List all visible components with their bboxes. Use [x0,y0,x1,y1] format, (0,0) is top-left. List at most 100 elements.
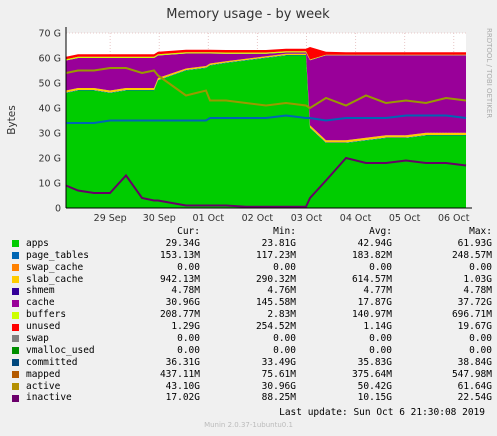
x-tick-label: 04 Oct [340,213,372,224]
y-axis-label: Bytes [6,105,18,134]
legend-row-mapped: mapped 437.11M 75.61M 375.64M 547.98M [12,369,492,381]
legend-min: 75.61M [261,368,296,380]
legend-min: 33.49G [261,356,296,368]
legend-row-buffers: buffers 208.77M 2.83M 140.97M 696.71M [12,309,492,321]
y-tick-label: 0 [55,204,61,215]
legend-cur: 17.02G [165,392,200,404]
legend-name: page_tables [26,249,89,261]
legend-cur: 942.13M [159,273,200,285]
legend-name: inactive [26,392,72,404]
legend-row-unused: unused 1.29G 254.52M 1.14G 19.67G [12,321,492,333]
legend-name: apps [26,237,49,249]
last-update: Last update: Sun Oct 6 21:30:08 2019 [279,407,485,418]
legend-min: 145.58M [255,297,296,309]
legend-name: committed [26,356,78,368]
legend-cur: 208.77M [159,309,200,321]
legend-min: 117.23M [255,249,296,261]
x-tick-label: 29 Sep [94,213,127,224]
line-active [65,67,467,110]
legend-avg: 4.77M [363,285,392,297]
legend-cur: 4.78M [171,285,200,297]
legend-max: 248.57M [451,249,492,261]
legend-avg: 17.87G [357,297,392,309]
legend-cur: 30.96G [165,297,200,309]
legend-name: mapped [26,368,61,380]
legend-min: 0.00 [273,333,296,345]
header-avg: Avg: [369,226,392,237]
legend-cur: 0.00 [177,261,200,273]
legend-max: 4.78M [463,285,492,297]
legend-avg: 614.57M [351,273,392,285]
legend-avg: 50.42G [357,380,392,392]
legend-row-swap-cache: swap_cache 0.00 0.00 0.00 0.00 [12,262,492,274]
legend-row-slab-cache: slab_cache 942.13M 290.32M 614.57M 1.03G [12,274,492,286]
legend-name: buffers [26,309,67,321]
legend-avg: 10.15G [357,392,392,404]
legend-max: 61.64G [457,380,492,392]
legend-min: 4.76M [267,285,296,297]
legend-row-cache: cache 30.96G 145.58M 17.87G 37.72G [12,297,492,309]
legend-max: 696.71M [451,309,492,321]
legend-header: Cur: Min: Avg: Max: [12,226,492,238]
legend-swatch [12,287,19,295]
y-tick-label: 70 G [39,29,61,40]
legend-row-inactive: inactive 17.02G 88.25M 10.15G 22.54G [12,392,492,404]
legend-row-vmalloc-used: vmalloc_used 0.00 0.00 0.00 0.00 [12,345,492,357]
legend-min: 0.00 [273,261,296,273]
legend-name: swap_cache [26,261,84,273]
legend-row-shmem: shmem 4.78M 4.76M 4.77M 4.78M [12,285,492,297]
legend-swatch [12,359,19,367]
area-unused [66,47,466,60]
x-tick-label: 01 Oct [193,213,225,224]
x-tick-label: 03 Oct [291,213,323,224]
y-tick-label: 30 G [39,129,61,140]
legend-max: 0.00 [469,261,492,273]
legend-swatch [12,323,19,331]
legend-min: 290.32M [255,273,296,285]
legend-max: 0.00 [469,333,492,345]
munin-footer: Munin 2.0.37-1ubuntu0.1 [204,421,293,429]
legend-max: 61.93G [457,237,492,249]
legend-swatch [12,311,19,319]
series-lines [65,67,467,208]
legend-min: 0.00 [273,344,296,356]
line-inactive [65,156,467,208]
legend-row-swap: swap 0.00 0.00 0.00 0.00 [12,333,492,345]
y-tick-label: 20 G [39,154,61,165]
rrdtool-credit: RRDTOOL / TOBI OETIKER [485,28,493,118]
memory-chart: Memory usage - by week Bytes RRDTOOL / T… [6,7,493,224]
legend-swatch [12,264,19,272]
legend-cur: 36.31G [165,356,200,368]
legend-max: 22.54G [457,392,492,404]
legend-swatch [12,276,19,283]
x-tick-label: 05 Oct [389,213,421,224]
legend-name: vmalloc_used [26,344,95,356]
legend-cur: 0.00 [177,333,200,345]
legend-name: slab_cache [26,273,84,285]
y-tick-label: 40 G [39,104,61,115]
legend-min: 23.81G [261,237,296,249]
legend-swatch [12,240,19,248]
x-tick-label: 30 Sep [143,213,176,224]
x-tick-label: 02 Oct [242,213,274,224]
legend-avg: 140.97M [351,309,392,321]
legend-min: 254.52M [255,321,296,333]
legend-max: 38.84G [457,356,492,368]
area-buffers [66,51,466,61]
legend-name: cache [26,297,55,309]
stacked-areas [66,47,466,208]
legend-swatch [12,335,19,343]
legend-avg: 0.00 [369,333,392,345]
legend-row-page-tables: page_tables 153.13M 117.23M 183.82M 248.57M [12,250,492,262]
legend-swatch [12,299,19,307]
header-min: Min: [273,226,296,237]
header-max: Max: [469,226,492,237]
area-apps [66,55,466,208]
legend-name: swap [26,333,49,345]
legend-swatch [12,347,19,355]
x-tick-label: 06 Oct [438,213,470,224]
header-cur: Cur: [177,226,200,237]
legend-row-active: active 43.10G 30.96G 50.42G 61.64G [12,381,492,393]
legend-max: 37.72G [457,297,492,309]
legend-max: 1.03G [463,273,492,285]
